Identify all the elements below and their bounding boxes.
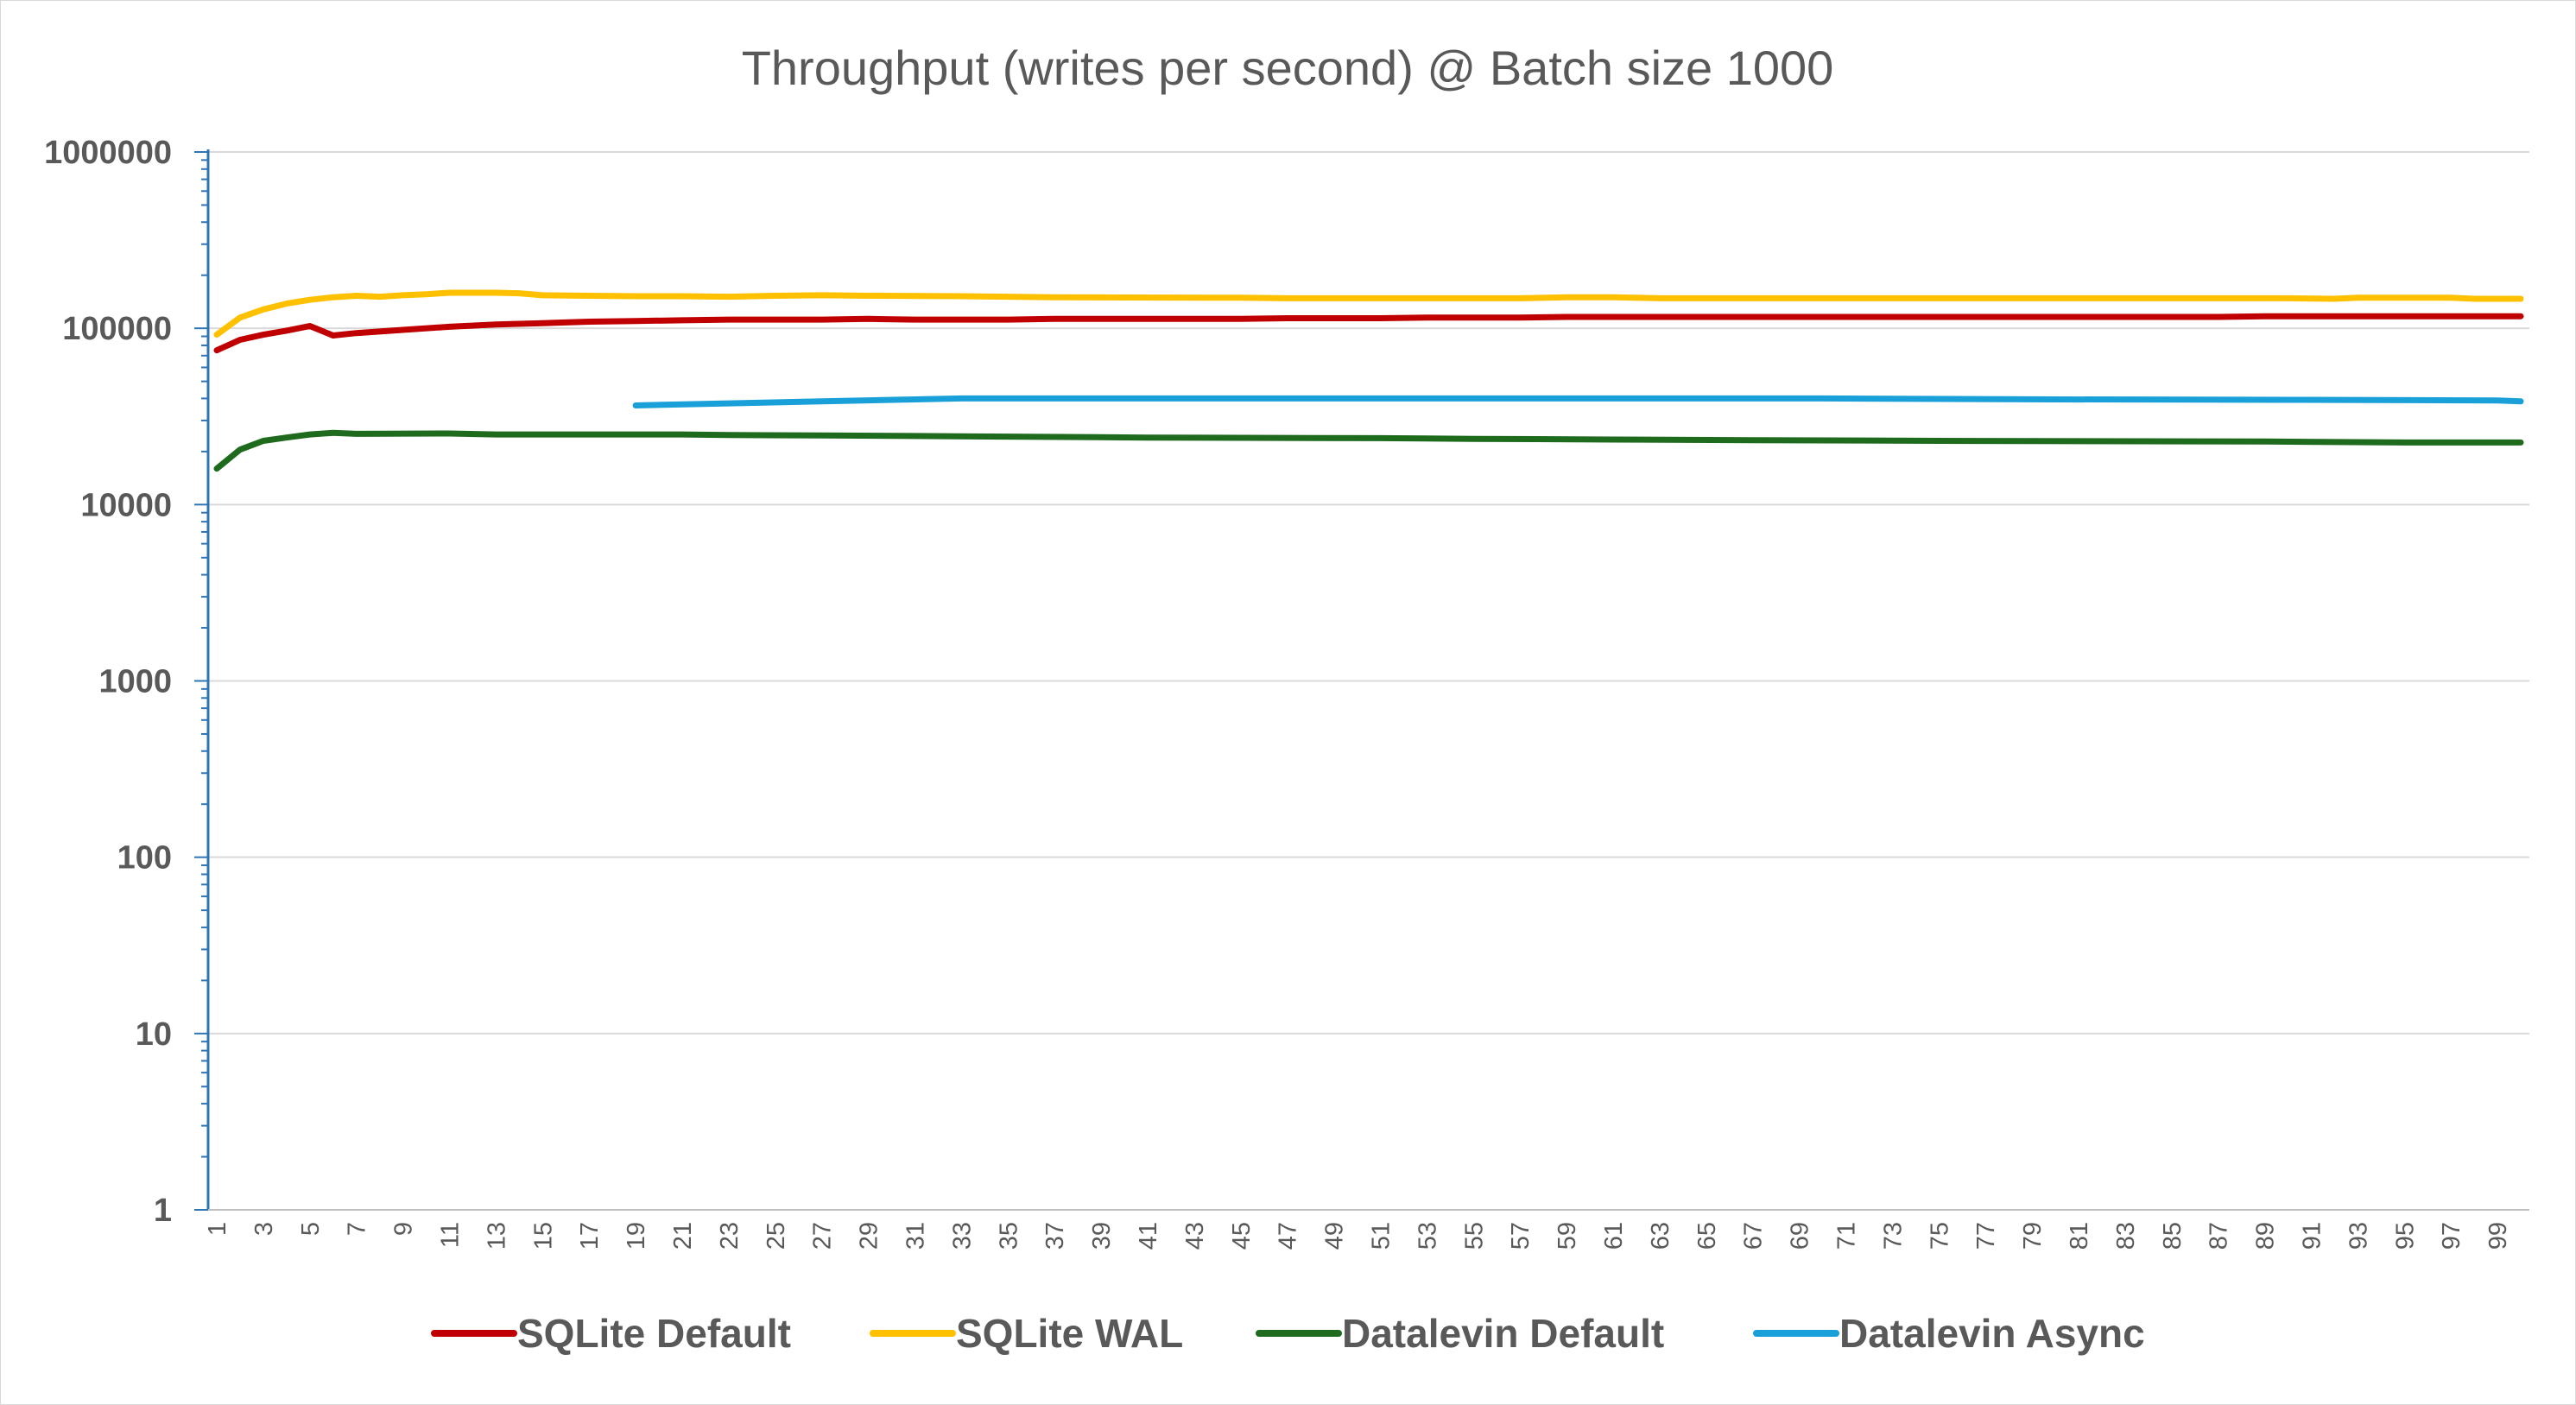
x-tick-label: 19 [623,1222,650,1250]
x-tick-label: 55 [1460,1222,1488,1250]
x-tick-label: 23 [716,1222,744,1250]
x-tick-label: 83 [2112,1222,2140,1250]
y-tick-label: 1000 [98,664,172,700]
series-line-datalevin-default [213,429,2524,472]
x-tick-label: 3 [250,1222,278,1236]
x-tick-label: 91 [2298,1222,2326,1250]
x-tick-label: 97 [2438,1222,2465,1250]
x-tick-label: 79 [2019,1222,2047,1250]
x-tick-label: 47 [1275,1222,1302,1250]
x-tick-label: 87 [2206,1222,2233,1250]
x-tick-label: 13 [483,1222,510,1250]
x-tick-label: 85 [2159,1222,2187,1250]
x-tick-label: 7 [344,1222,371,1236]
series-line-sqlite-default [213,313,2524,354]
gridlines [208,151,2529,1035]
x-tick-label: 9 [390,1222,418,1236]
x-tick-label: 93 [2345,1222,2372,1250]
x-tick-label: 89 [2252,1222,2280,1250]
legend-label: SQLite Default [517,1311,791,1356]
x-tick-label: 95 [2391,1222,2419,1250]
y-tick-label: 100 [117,840,172,877]
x-tick-label: 15 [529,1222,557,1250]
series-lines [213,289,2524,472]
x-tick-label: 73 [1879,1222,1907,1250]
y-tick-label: 1000000 [44,135,172,171]
x-tick-label: 99 [2484,1222,2512,1250]
x-tick-label: 11 [436,1222,464,1248]
x-tick-label: 21 [669,1222,697,1250]
x-tick-label: 25 [763,1222,790,1250]
x-tick-label: 81 [2066,1222,2093,1250]
y-tick-label: 100000 [62,311,172,347]
x-tick-label: 31 [902,1222,929,1250]
x-tick-label: 49 [1321,1222,1349,1250]
x-tick-label: 27 [809,1222,837,1250]
legend-label: Datalevin Default [1342,1311,1664,1356]
y-tick-label: 10 [136,1016,172,1053]
legend-label: SQLite WAL [956,1311,1183,1356]
x-tick-label: 59 [1554,1222,1581,1250]
x-tick-label: 5 [297,1222,325,1236]
x-tick-label: 75 [1926,1222,1953,1250]
x-tick-label: 77 [1972,1222,2000,1250]
x-tick-label: 39 [1088,1222,1116,1250]
x-tick-label: 51 [1367,1222,1395,1250]
x-tick-label: 37 [1041,1222,1069,1250]
x-tick-label: 69 [1787,1222,1814,1250]
x-tick-label: 1 [204,1222,231,1236]
x-tick-label: 57 [1507,1222,1535,1250]
x-tick-label: 63 [1647,1222,1674,1250]
x-tick-label: 29 [856,1222,883,1250]
x-tick-label: 71 [1832,1222,1860,1250]
y-tick-label: 10000 [80,487,172,523]
legend: SQLite Default SQLite WAL Datalevin Defaul… [431,1311,2145,1356]
x-tick-label: 67 [1740,1222,1768,1250]
chart-title: Throughput (writes per second) @ Batch s… [742,41,1834,95]
x-tick-label: 61 [1600,1222,1628,1250]
x-tick-label: 65 [1693,1222,1721,1250]
x-tick-label: 45 [1228,1222,1256,1250]
series-line-sqlite-wal [213,289,2524,339]
legend-label: Datalevin Async [1839,1311,2145,1356]
x-tick-label: 17 [576,1222,604,1250]
x-tick-label: 41 [1135,1222,1162,1250]
y-tick-label: 1 [154,1193,172,1229]
x-tick-label: 33 [948,1222,976,1250]
x-tick-label: 43 [1181,1222,1209,1250]
x-tick-label: 53 [1414,1222,1441,1250]
series-line-datalevin-async [632,395,2524,408]
x-tick-label: 35 [995,1222,1022,1250]
